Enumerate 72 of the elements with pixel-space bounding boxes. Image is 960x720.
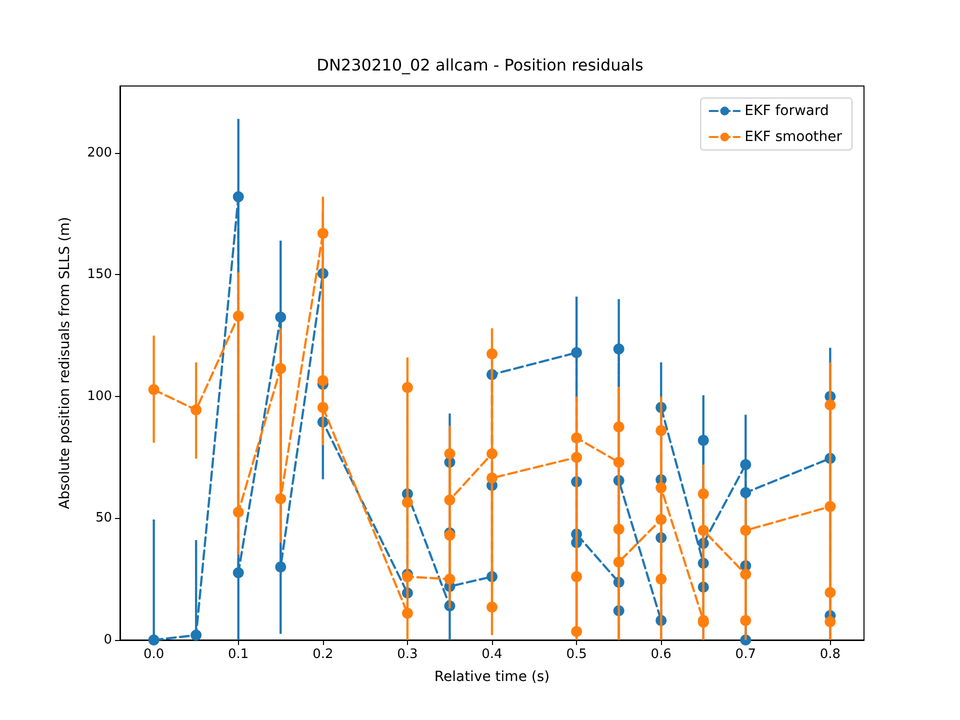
point	[824, 501, 836, 512]
point	[571, 452, 582, 463]
point	[232, 310, 244, 322]
point	[740, 615, 752, 626]
x-tick-label: 0.2	[312, 647, 334, 662]
point	[190, 630, 202, 641]
point	[656, 425, 667, 436]
point	[613, 556, 624, 568]
point	[656, 574, 667, 585]
point	[656, 514, 667, 525]
point	[402, 496, 413, 508]
y-tick-label: 150	[87, 267, 112, 282]
x-tick-label: 0.4	[482, 647, 502, 662]
point	[824, 400, 836, 411]
x-tick-label: 0.3	[397, 647, 418, 662]
point	[232, 191, 244, 202]
point	[656, 482, 667, 494]
point	[486, 472, 498, 484]
point	[613, 456, 624, 468]
x-tick-label: 0.8	[820, 647, 841, 662]
point	[275, 312, 286, 323]
point	[698, 434, 709, 446]
legend-label: EKF smoother	[744, 129, 842, 145]
y-axis-title: Absolute position redisuals from SLLS (m)	[57, 216, 73, 510]
point	[232, 567, 244, 578]
point	[148, 634, 160, 646]
point	[275, 561, 286, 572]
point	[740, 487, 752, 498]
point	[824, 587, 836, 598]
point	[571, 347, 582, 358]
point	[402, 571, 413, 582]
y-tick-label: 100	[87, 388, 112, 404]
point	[190, 404, 202, 416]
point	[317, 375, 328, 386]
point	[402, 608, 413, 619]
point	[486, 448, 498, 460]
point	[698, 524, 709, 536]
legend-label: EKF forward	[744, 103, 829, 119]
point	[275, 362, 286, 374]
point	[571, 432, 582, 444]
x-axis-title: Relative time (s)	[434, 669, 550, 685]
point	[317, 228, 328, 239]
point	[275, 493, 286, 504]
x-tick-label: 0.7	[735, 647, 756, 662]
point	[317, 402, 328, 413]
point	[486, 348, 498, 360]
x-tick-label: 0.0	[143, 647, 164, 662]
x-tick-label: 0.6	[650, 647, 672, 662]
point	[571, 571, 582, 582]
point	[571, 626, 582, 637]
point	[824, 616, 836, 628]
y-tick-label: 200	[87, 145, 112, 160]
chart-title: DN230210_02 allcam - Position residuals	[316, 56, 644, 74]
point	[444, 574, 456, 585]
point	[740, 459, 752, 470]
point	[444, 494, 456, 506]
point	[698, 488, 709, 500]
point	[613, 524, 624, 535]
point	[613, 344, 624, 354]
point	[148, 384, 160, 396]
x-tick-label: 0.1	[228, 647, 249, 662]
y-tick-label: 0	[104, 632, 112, 648]
point	[402, 382, 413, 393]
point	[444, 530, 456, 541]
point	[613, 421, 624, 432]
x-tick-label: 0.5	[566, 647, 587, 662]
point	[232, 506, 244, 518]
point	[740, 568, 752, 580]
point	[740, 524, 752, 536]
point	[444, 448, 456, 460]
point	[486, 602, 498, 613]
y-tick-label: 50	[95, 510, 112, 526]
